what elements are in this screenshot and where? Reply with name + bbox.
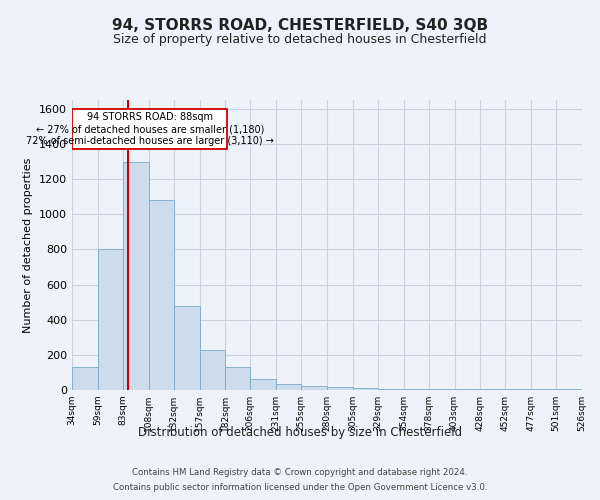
Bar — [353, 388, 378, 390]
Text: Contains public sector information licensed under the Open Government Licence v3: Contains public sector information licen… — [113, 483, 487, 492]
Text: ← 27% of detached houses are smaller (1,180): ← 27% of detached houses are smaller (1,… — [35, 124, 264, 134]
Bar — [123, 162, 149, 390]
Text: Contains HM Land Registry data © Crown copyright and database right 2024.: Contains HM Land Registry data © Crown c… — [132, 468, 468, 477]
Bar — [149, 200, 173, 390]
Bar — [556, 389, 582, 390]
Bar — [428, 388, 455, 390]
Bar — [173, 306, 199, 390]
Text: Distribution of detached houses by size in Chesterfield: Distribution of detached houses by size … — [138, 426, 462, 439]
Bar — [250, 380, 276, 390]
Bar — [505, 389, 531, 390]
Bar — [98, 250, 123, 390]
Bar — [327, 388, 353, 390]
Text: 72% of semi-detached houses are larger (3,110) →: 72% of semi-detached houses are larger (… — [26, 136, 274, 146]
Bar — [301, 386, 327, 390]
Bar — [199, 350, 226, 390]
FancyBboxPatch shape — [72, 109, 227, 149]
Bar — [276, 384, 301, 390]
Text: 94 STORRS ROAD: 88sqm: 94 STORRS ROAD: 88sqm — [87, 112, 213, 122]
Bar — [378, 388, 404, 390]
Bar — [481, 389, 505, 390]
Bar — [226, 367, 250, 390]
Bar — [531, 389, 556, 390]
Y-axis label: Number of detached properties: Number of detached properties — [23, 158, 34, 332]
Bar — [404, 388, 428, 390]
Text: Size of property relative to detached houses in Chesterfield: Size of property relative to detached ho… — [113, 32, 487, 46]
Bar — [72, 367, 98, 390]
Bar — [455, 388, 481, 390]
Text: 94, STORRS ROAD, CHESTERFIELD, S40 3QB: 94, STORRS ROAD, CHESTERFIELD, S40 3QB — [112, 18, 488, 32]
